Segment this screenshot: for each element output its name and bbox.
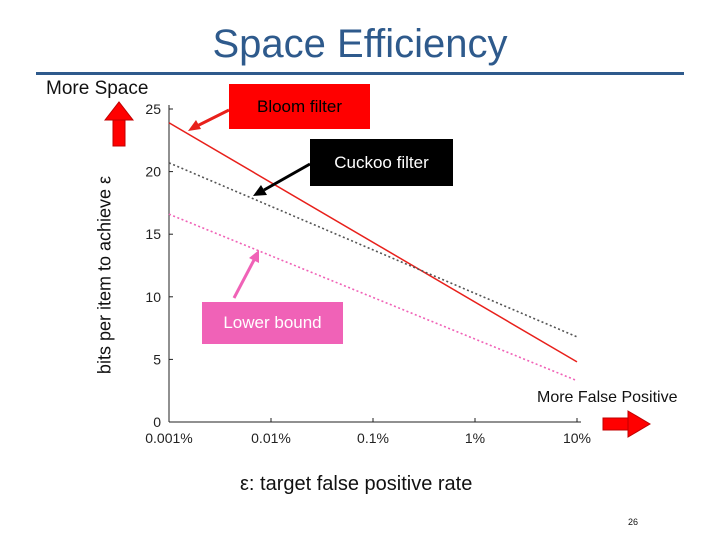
page-number: 26: [628, 517, 639, 527]
chart-axes: [168, 105, 581, 423]
y-tick-label: 0: [153, 414, 161, 430]
more-false-positive-label: More False Positive: [537, 389, 678, 406]
more-fp-arrow-shaft: [602, 417, 630, 431]
lower-pointer-head: [249, 250, 259, 263]
x-tick-label: 10%: [563, 430, 591, 446]
bloom-filter-callout: Bloom filter: [229, 84, 370, 129]
x-tick-label: 0.001%: [145, 430, 192, 446]
y-tick-labels: 0 5 10 15 20 25: [145, 101, 173, 430]
y-tick-label: 5: [153, 351, 161, 367]
y-tick-label: 20: [145, 164, 161, 180]
bloom-pointer-head: [188, 120, 201, 131]
x-tick-label: 0.01%: [251, 430, 291, 446]
cuckoo-filter-callout: Cuckoo filter: [310, 139, 453, 186]
cuckoo-filter-line: [168, 162, 578, 338]
lower-bound-callout: Lower bound: [202, 302, 343, 344]
cuckoo-pointer-head: [253, 185, 267, 196]
x-axis-label: ε: target false positive rate: [240, 473, 473, 495]
title-divider: [36, 72, 684, 75]
bloom-pointer-line: [196, 108, 230, 128]
more-fp-arrow-head: [627, 410, 651, 438]
bloom-filter-line: [168, 122, 578, 363]
cuckoo-pointer-line: [263, 162, 311, 192]
more-space-arrow-shaft: [112, 117, 126, 147]
slide-title: Space Efficiency: [212, 22, 508, 66]
chart-series: [168, 122, 578, 382]
y-tick-label: 25: [145, 101, 161, 117]
x-tick-label: 1%: [465, 430, 485, 446]
y-tick-label: 10: [145, 289, 161, 305]
annotation-arrows: [103, 101, 651, 438]
lower-pointer-line: [232, 259, 256, 299]
more-space-arrow-head: [103, 101, 135, 121]
lower-bound-line: [168, 213, 578, 382]
more-space-label: More Space: [46, 78, 149, 99]
x-tick-label: 0.1%: [357, 430, 389, 446]
y-tick-label: 15: [145, 226, 161, 242]
x-tick-labels: 0.001% 0.01% 0.1% 1% 10%: [145, 418, 591, 446]
